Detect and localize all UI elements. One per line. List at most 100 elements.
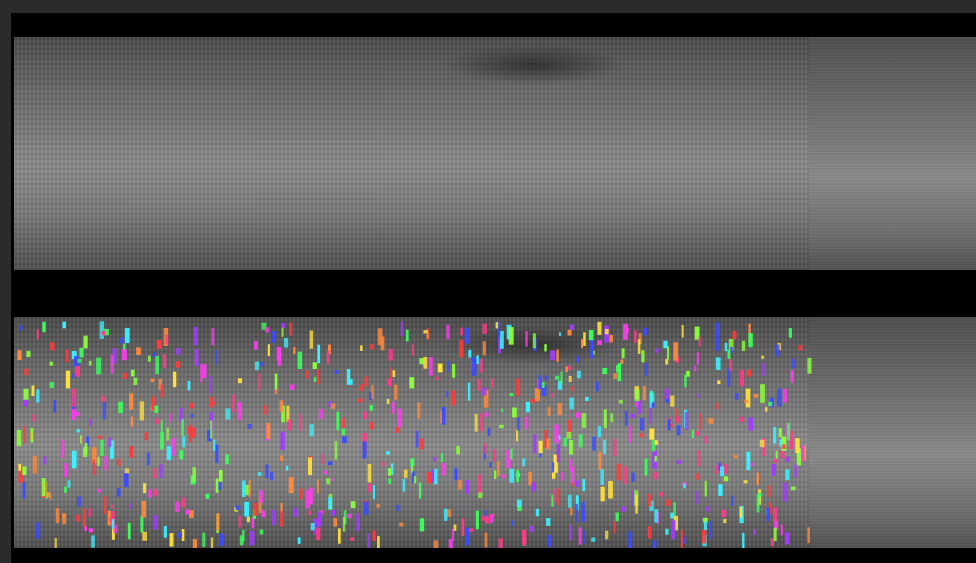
- segment-mark: [190, 403, 193, 408]
- segment-mark: [665, 389, 670, 401]
- segment-mark: [765, 407, 767, 412]
- segment-mark: [420, 518, 424, 531]
- segment-mark: [533, 333, 536, 348]
- segment-mark: [72, 373, 75, 378]
- segment-mark: [591, 538, 595, 542]
- segment-mark: [746, 452, 750, 471]
- segment-mark: [143, 483, 146, 493]
- segment-mark: [715, 335, 719, 351]
- segment-mark: [479, 359, 483, 373]
- segment-mark: [102, 331, 105, 335]
- segment-mark: [43, 456, 46, 464]
- segment-mark: [247, 424, 252, 429]
- segment-mark: [212, 328, 215, 345]
- segment-mark: [317, 480, 319, 493]
- segment-mark: [67, 480, 70, 487]
- segment-mark: [640, 418, 644, 430]
- segment-mark: [497, 461, 500, 476]
- segment-mark: [468, 350, 471, 358]
- segment-mark: [485, 516, 489, 523]
- segment-mark: [742, 341, 745, 351]
- segment-mark: [516, 470, 519, 482]
- segment-mark: [266, 423, 270, 439]
- segment-mark: [393, 370, 396, 377]
- segment-mark: [729, 359, 732, 371]
- segment-mark: [644, 328, 647, 336]
- segment-mark: [648, 526, 652, 538]
- segment-mark: [638, 399, 642, 414]
- segment-mark: [485, 412, 489, 417]
- segment-mark: [56, 508, 60, 523]
- segment-mark: [192, 428, 195, 438]
- segment-mark: [62, 440, 65, 458]
- segment-mark: [62, 513, 66, 524]
- segment-mark: [597, 340, 602, 345]
- segment-mark: [571, 386, 574, 391]
- segment-mark: [603, 440, 606, 455]
- segment-mark: [232, 394, 235, 412]
- segment-mark: [565, 367, 568, 372]
- segment-mark: [785, 469, 789, 480]
- segment-mark: [427, 472, 431, 483]
- segment-mark: [477, 355, 479, 364]
- segment-mark: [327, 350, 330, 363]
- segment-mark: [391, 463, 393, 475]
- segment-mark: [397, 505, 399, 511]
- segment-mark: [342, 418, 346, 428]
- segment-mark: [370, 422, 373, 429]
- segment-mark: [96, 358, 101, 375]
- segment-mark: [491, 378, 493, 388]
- segment-mark: [621, 506, 625, 512]
- segment-mark: [79, 348, 83, 358]
- segment-mark: [84, 527, 87, 531]
- segment-mark: [153, 468, 156, 479]
- segment-mark: [614, 521, 616, 533]
- segment-mark: [293, 347, 295, 354]
- segment-mark: [261, 362, 265, 366]
- segment-mark: [685, 412, 688, 430]
- segment-mark: [215, 445, 218, 464]
- segment-mark: [175, 502, 180, 513]
- segment-mark: [247, 517, 250, 522]
- segment-mark: [317, 370, 319, 385]
- segment-mark: [791, 370, 794, 382]
- segment-mark: [414, 476, 416, 483]
- segment-mark: [746, 389, 751, 408]
- segment-mark: [371, 385, 373, 399]
- segment-mark: [289, 323, 292, 336]
- segment-mark: [555, 376, 559, 380]
- segment-mark: [692, 430, 694, 438]
- segment-mark: [777, 389, 782, 407]
- segment-mark: [202, 364, 207, 378]
- segment-mark: [459, 340, 463, 358]
- segment-mark: [140, 401, 144, 420]
- segment-mark: [331, 404, 336, 409]
- segment-mark: [757, 495, 760, 513]
- segment-mark: [282, 328, 284, 337]
- segment-mark: [338, 528, 341, 543]
- segment-mark: [423, 357, 427, 369]
- segment-mark: [673, 342, 678, 360]
- segment-mark: [360, 345, 362, 351]
- segment-mark: [176, 348, 181, 355]
- segment-mark: [388, 379, 392, 387]
- segment-mark: [123, 373, 127, 379]
- segment-mark: [281, 323, 285, 328]
- segment-mark: [732, 331, 736, 339]
- segment-mark: [460, 328, 463, 336]
- segment-mark: [219, 470, 223, 482]
- segment-mark: [510, 449, 512, 460]
- segment-mark: [589, 330, 594, 340]
- segment-mark: [134, 378, 138, 385]
- segment-mark: [125, 328, 130, 343]
- segment-mark: [216, 513, 219, 531]
- segment-mark: [807, 358, 811, 374]
- segment-mark: [506, 449, 510, 467]
- segment-mark: [731, 496, 733, 506]
- segment-mark: [50, 342, 54, 350]
- segment-mark: [500, 331, 504, 349]
- segment-mark: [602, 368, 607, 374]
- segment-mark: [807, 527, 809, 543]
- segment-mark: [236, 506, 240, 510]
- segment-mark: [131, 417, 133, 428]
